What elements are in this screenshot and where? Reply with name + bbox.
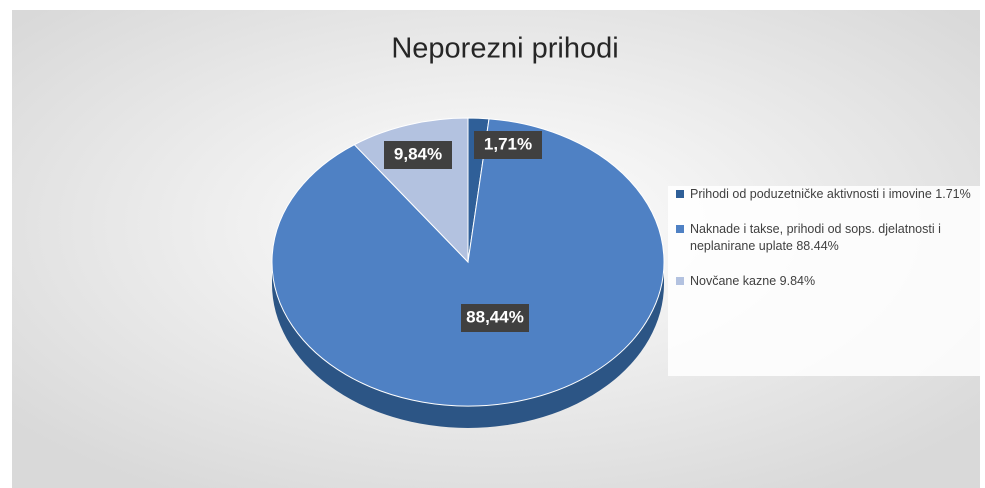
legend-item: Naknade i takse, prihodi od sops. djelat… <box>674 221 980 255</box>
legend-swatch <box>676 190 684 198</box>
legend-label: Novčane kazne <box>690 274 777 288</box>
legend-label: Naknade i takse, prihodi od sops. djelat… <box>690 222 941 253</box>
legend-swatch <box>676 225 684 233</box>
legend-label: Prihodi od poduzetničke aktivnosti i imo… <box>690 187 932 201</box>
legend: Prihodi od poduzetničke aktivnosti i imo… <box>668 186 980 376</box>
legend-item: Novčane kazne 9.84% <box>674 273 980 290</box>
data-label-box <box>461 304 529 332</box>
legend-item: Prihodi od poduzetničke aktivnosti i imo… <box>674 186 980 203</box>
data-label: 88,44% <box>466 307 524 326</box>
chart-title: Neporezni prihodi <box>391 33 618 65</box>
data-label: 9,84% <box>394 144 442 163</box>
data-label-box <box>474 131 542 159</box>
data-label-box <box>384 141 452 169</box>
data-label: 1,71% <box>484 134 532 153</box>
legend-value: 1.71% <box>935 187 971 201</box>
legend-value: 88.44% <box>796 239 839 253</box>
legend-value: 9.84% <box>779 274 816 288</box>
legend-swatch <box>676 277 684 285</box>
